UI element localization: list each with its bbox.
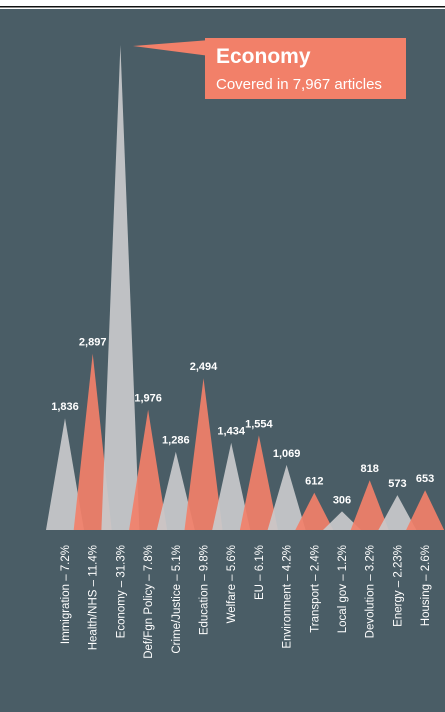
spike: [295, 492, 334, 530]
value-label: 1,069: [273, 448, 301, 460]
value-label: 306: [333, 494, 351, 506]
category-label: Crime/Justice – 5.1%: [171, 545, 183, 654]
spike: [156, 451, 195, 530]
value-label: 1,836: [51, 401, 79, 413]
value-label: 1,554: [245, 418, 273, 430]
top-band: [0, 0, 445, 9]
category-label: Economy – 31.3%: [115, 545, 127, 638]
value-label: 1,286: [162, 435, 190, 447]
value-label: 1,434: [217, 426, 245, 438]
spike: [46, 418, 84, 530]
spike: [323, 511, 361, 530]
spike: [129, 409, 168, 530]
category-label: EU – 6.1%: [254, 545, 266, 600]
callout-pointer: [133, 40, 210, 56]
spike: [378, 495, 417, 530]
spike: [267, 464, 306, 530]
category-label: Housing – 2.6%: [420, 545, 432, 626]
callout-title: Economy: [216, 45, 311, 68]
plot: 1,836 Immigration – 7.2% 2,897 Health/NHS –…: [46, 45, 445, 659]
value-label: 612: [305, 476, 323, 488]
value-label: 573: [388, 478, 406, 490]
category-label: Def/Fgn Policy – 7.8%: [143, 545, 155, 659]
category-label: Environment – 4.2%: [282, 545, 294, 649]
top-rule: [0, 6, 445, 8]
spike: [239, 435, 278, 530]
spike: [212, 442, 251, 530]
category-label: Devolution – 3.2%: [365, 545, 377, 638]
spike: [406, 490, 445, 530]
value-label: 1,976: [134, 393, 162, 405]
category-label: Education – 9.8%: [199, 545, 211, 635]
category-label: Local gov – 1.2%: [337, 545, 349, 633]
category-label: Energy – 2.23%: [392, 545, 404, 627]
spike: [350, 480, 389, 530]
value-label: 653: [416, 473, 434, 485]
value-label: 818: [361, 463, 379, 475]
category-label: Welfare – 5.6%: [226, 545, 238, 623]
value-label: 2,897: [79, 337, 107, 349]
spike: [184, 378, 223, 530]
category-label: Health/NHS – 11.4%: [88, 545, 100, 650]
callout-box: [205, 38, 406, 99]
spike: [101, 45, 140, 530]
spike: [73, 353, 112, 530]
category-label: Transport – 2.4%: [309, 545, 321, 633]
category-label: Immigration – 7.2%: [60, 545, 72, 644]
value-label: 2,494: [190, 361, 218, 373]
callout-text: Covered in 7,967 articles: [216, 76, 382, 93]
